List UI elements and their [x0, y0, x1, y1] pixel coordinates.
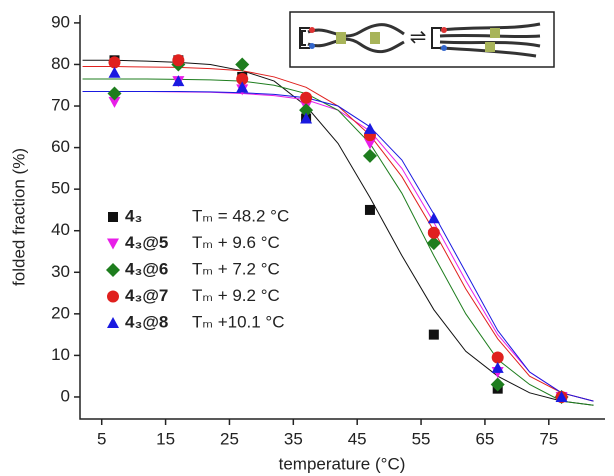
svg-text:⇌: ⇌: [410, 26, 427, 48]
legend-label: 4₃@6: [125, 259, 168, 278]
marker: [236, 81, 249, 93]
marker: [363, 122, 376, 134]
y-tick-label: 10: [51, 345, 70, 364]
y-tick-label: 50: [51, 179, 70, 198]
marker: [426, 236, 441, 251]
marker: [172, 75, 185, 87]
marker: [236, 73, 249, 86]
legend-marker: [106, 263, 120, 277]
legend-annotation: Tₘ +10.1 °C: [192, 312, 285, 331]
marker: [427, 226, 440, 239]
marker: [363, 138, 376, 150]
fit-curve: [82, 78, 594, 406]
x-tick-label: 65: [475, 429, 494, 448]
x-tick-label: 5: [97, 429, 106, 448]
legend-annotation: Tₘ + 9.6 °C: [192, 233, 280, 252]
marker: [490, 377, 505, 392]
fit-curve: [82, 90, 594, 402]
marker: [300, 112, 313, 124]
y-tick-label: 40: [51, 220, 70, 239]
inset-diagram: ⇌: [289, 11, 555, 68]
marker: [107, 86, 122, 101]
fit-curve: [82, 59, 594, 406]
marker: [172, 54, 185, 67]
marker: [300, 91, 313, 104]
x-tick-label: 55: [412, 429, 431, 448]
y-tick-label: 90: [51, 12, 70, 31]
legend-marker: [107, 238, 119, 250]
y-tick-label: 0: [61, 386, 70, 405]
marker: [364, 204, 375, 215]
x-tick-label: 15: [156, 429, 175, 448]
marker: [491, 361, 504, 373]
marker: [428, 329, 439, 340]
marker: [362, 148, 377, 163]
legend-label: 4₃@7: [125, 286, 168, 305]
marker: [299, 103, 314, 118]
x-tick-label: 75: [539, 429, 558, 448]
marker: [108, 96, 121, 108]
marker: [555, 390, 568, 402]
y-axis-title: folded fraction (%): [9, 148, 28, 286]
x-tick-label: 35: [284, 429, 303, 448]
y-tick-label: 30: [51, 262, 70, 281]
marker: [108, 56, 121, 69]
legend-label: 4₃@8: [125, 312, 168, 331]
y-tick-label: 70: [51, 96, 70, 115]
marker: [235, 57, 250, 72]
marker: [427, 212, 440, 224]
legend-marker: [107, 290, 119, 303]
legend-label: 4₃: [125, 206, 142, 225]
legend-annotation: Tₘ + 9.2 °C: [192, 286, 280, 305]
axis-frame: [79, 15, 605, 420]
marker: [491, 351, 504, 364]
x-tick-label: 25: [220, 429, 239, 448]
y-tick-label: 20: [51, 303, 70, 322]
legend-annotation: Tₘ + 7.2 °C: [192, 259, 280, 278]
x-axis-title: temperature (°C): [279, 454, 406, 473]
legend-label: 4₃@5: [125, 233, 168, 252]
marker: [108, 66, 121, 78]
legend-annotation: Tₘ = 48.2 °C: [192, 206, 289, 225]
legend-marker: [107, 317, 119, 328]
x-tick-label: 45: [348, 429, 367, 448]
y-tick-label: 60: [51, 137, 70, 156]
legend-marker: [108, 212, 118, 222]
y-tick-label: 80: [51, 54, 70, 73]
